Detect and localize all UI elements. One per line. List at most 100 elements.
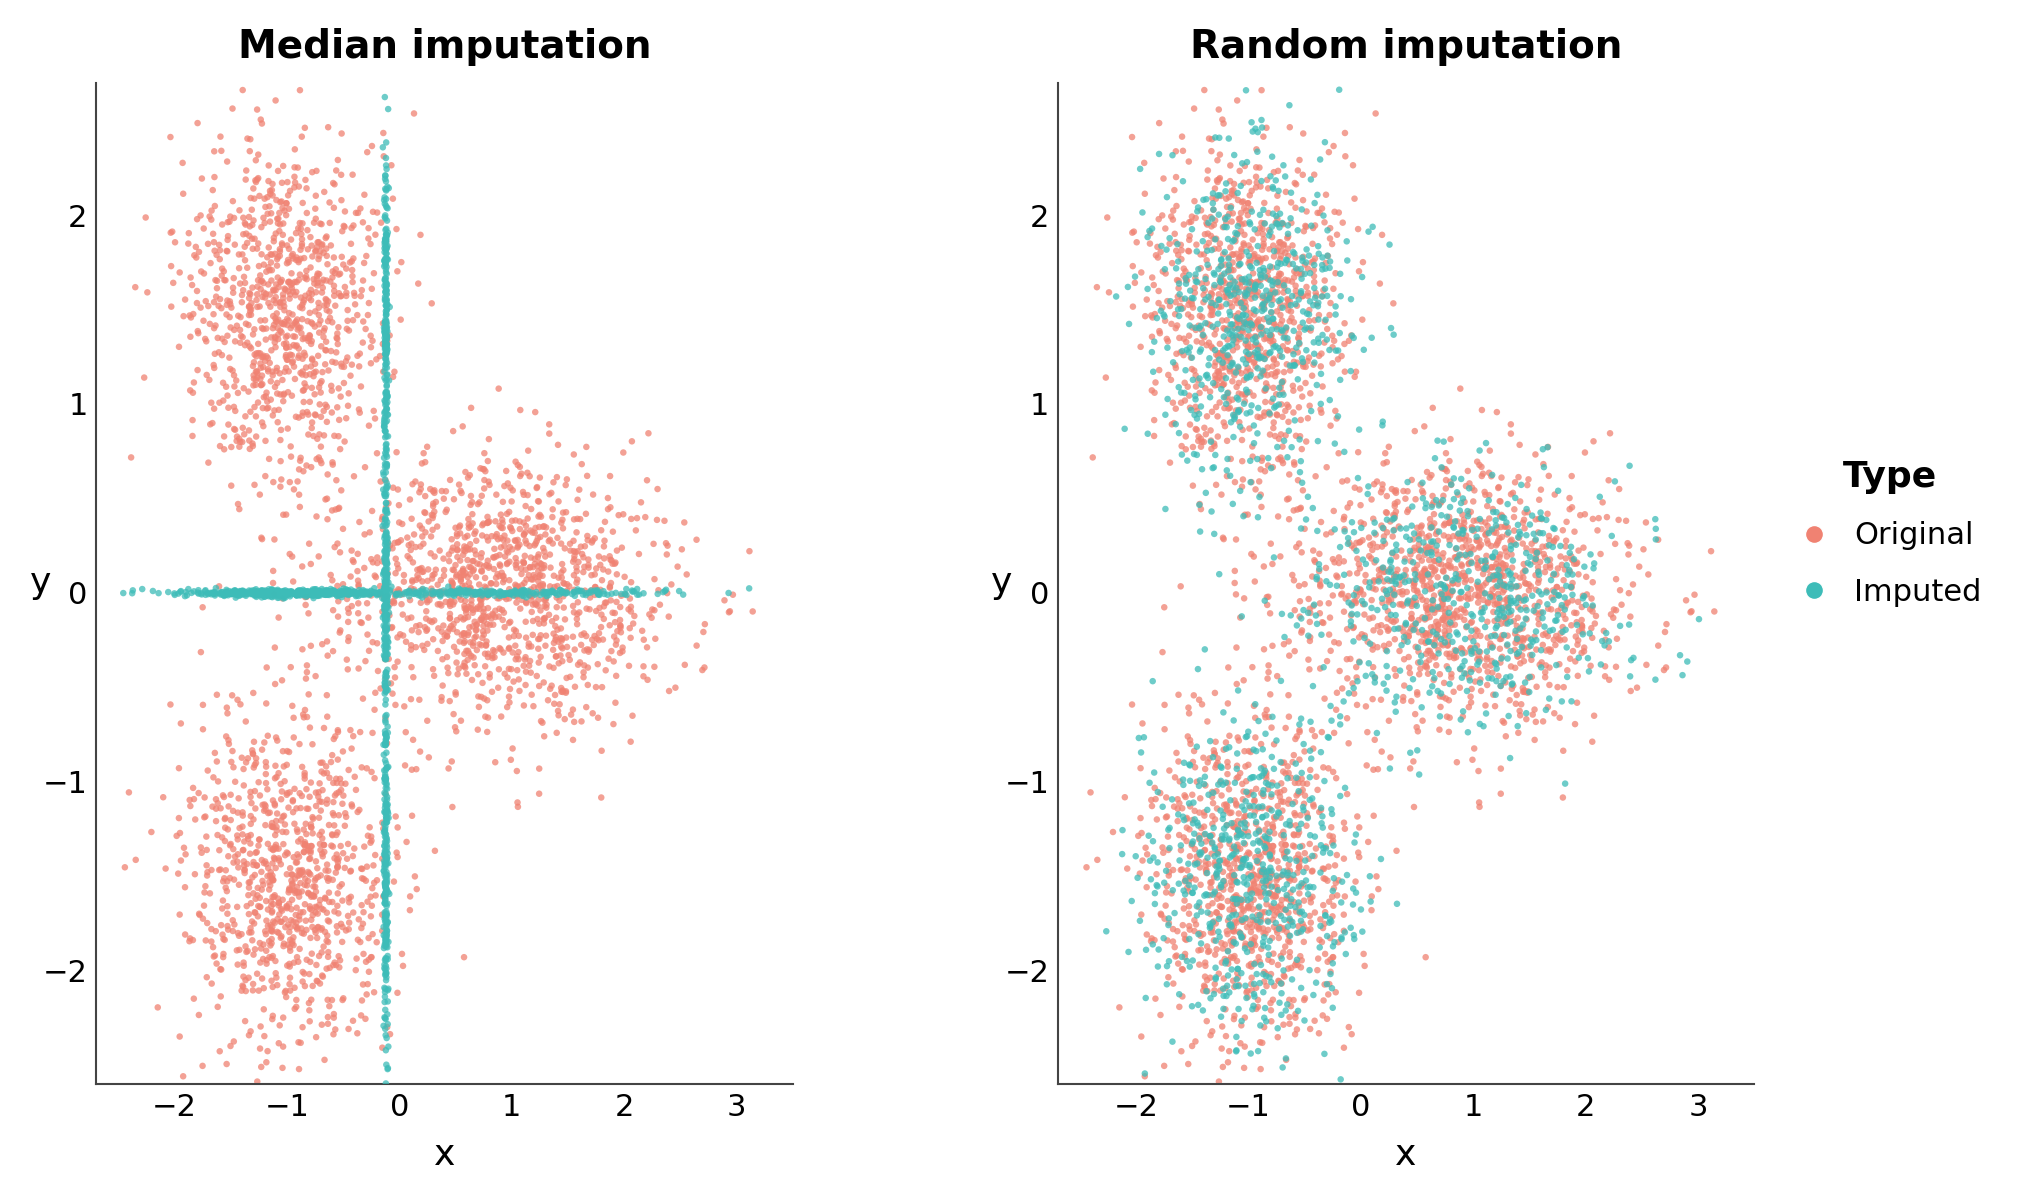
Point bbox=[365, 510, 398, 529]
Point bbox=[1168, 786, 1201, 805]
Point bbox=[463, 589, 495, 608]
Point bbox=[459, 545, 491, 564]
Point bbox=[1462, 510, 1495, 529]
Point bbox=[1464, 599, 1497, 618]
Point bbox=[369, 251, 402, 270]
Point bbox=[230, 584, 263, 604]
Point bbox=[1150, 974, 1183, 994]
Point bbox=[1252, 707, 1285, 726]
Point bbox=[1170, 860, 1203, 880]
Point bbox=[1234, 304, 1266, 323]
Point bbox=[1474, 521, 1507, 540]
Point bbox=[1230, 727, 1262, 746]
Point bbox=[314, 752, 347, 772]
Point bbox=[202, 343, 234, 362]
Point bbox=[1338, 618, 1370, 637]
Point bbox=[1254, 320, 1287, 340]
Point bbox=[1248, 962, 1280, 982]
Point bbox=[1209, 954, 1242, 973]
Point bbox=[465, 562, 498, 581]
Point bbox=[1311, 319, 1344, 338]
Point bbox=[1142, 144, 1174, 163]
Point bbox=[1256, 900, 1289, 919]
Point bbox=[257, 228, 290, 247]
Point bbox=[1466, 564, 1499, 583]
Point bbox=[1225, 431, 1258, 450]
Point bbox=[1582, 509, 1615, 528]
Point bbox=[1474, 558, 1507, 577]
Point bbox=[1172, 731, 1205, 750]
Point bbox=[512, 637, 544, 656]
Point bbox=[1476, 570, 1509, 589]
Point bbox=[369, 304, 402, 323]
Point bbox=[1219, 952, 1252, 971]
Point bbox=[1152, 234, 1185, 253]
Point bbox=[1507, 631, 1539, 650]
Point bbox=[1225, 850, 1258, 869]
Point bbox=[377, 658, 410, 677]
Point bbox=[367, 484, 400, 503]
Point bbox=[194, 314, 226, 334]
Point bbox=[263, 905, 296, 924]
Point bbox=[320, 826, 353, 845]
Point bbox=[1448, 572, 1480, 592]
Point bbox=[379, 668, 412, 688]
Point bbox=[1488, 667, 1521, 686]
Point bbox=[1450, 618, 1482, 637]
Point bbox=[1480, 554, 1513, 574]
Point bbox=[210, 271, 243, 290]
Point bbox=[369, 552, 402, 571]
Point bbox=[1366, 571, 1399, 590]
Point bbox=[310, 395, 343, 414]
Point bbox=[1177, 950, 1209, 970]
Point bbox=[1207, 1000, 1240, 1019]
Point bbox=[1307, 281, 1340, 300]
Point bbox=[369, 649, 402, 668]
Point bbox=[257, 473, 290, 492]
Point bbox=[171, 586, 204, 605]
Point bbox=[310, 794, 343, 814]
Point bbox=[1213, 931, 1246, 950]
Point bbox=[483, 660, 516, 679]
Point bbox=[1370, 656, 1403, 676]
Point bbox=[1648, 623, 1680, 642]
Point bbox=[1546, 692, 1578, 712]
Point bbox=[369, 607, 402, 626]
Point bbox=[1407, 576, 1440, 595]
Point bbox=[491, 659, 524, 678]
Point bbox=[449, 581, 481, 600]
Point bbox=[245, 581, 277, 600]
Point bbox=[357, 264, 389, 283]
Point bbox=[567, 624, 599, 643]
Point bbox=[369, 196, 402, 215]
Point bbox=[257, 290, 290, 310]
Point bbox=[428, 503, 461, 522]
Point bbox=[308, 842, 341, 862]
Point bbox=[1195, 227, 1227, 246]
Point bbox=[312, 816, 345, 835]
Point bbox=[1480, 576, 1513, 595]
Point bbox=[440, 583, 473, 602]
Point bbox=[1499, 624, 1531, 643]
Point bbox=[1289, 202, 1321, 221]
Point bbox=[257, 306, 290, 325]
Point bbox=[347, 584, 379, 604]
Point bbox=[255, 328, 287, 347]
Point bbox=[292, 402, 324, 421]
Point bbox=[290, 920, 322, 940]
Point bbox=[1211, 260, 1244, 280]
Point bbox=[606, 538, 638, 557]
Point bbox=[1183, 842, 1215, 862]
Point bbox=[424, 584, 457, 604]
Point bbox=[249, 797, 281, 816]
Point bbox=[353, 962, 385, 982]
Point bbox=[177, 383, 210, 402]
Point bbox=[218, 772, 251, 791]
Point bbox=[1311, 926, 1344, 946]
Point bbox=[1548, 620, 1580, 640]
Point bbox=[1427, 632, 1460, 652]
Point bbox=[1138, 930, 1170, 949]
Point bbox=[1223, 923, 1256, 942]
Point bbox=[1211, 256, 1244, 275]
Point bbox=[471, 691, 504, 710]
